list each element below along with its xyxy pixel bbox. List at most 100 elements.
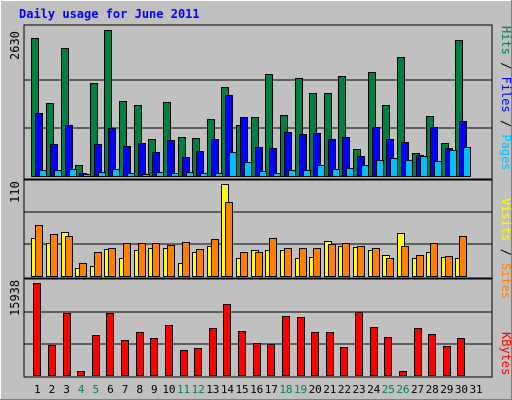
- x-tick-labels: 1 2 3 4 5 6 7 8 9 10 11 12 13 14 15 16 17 18 19 20 21 22 23 24 2…: [34, 383, 483, 396]
- legend-hits: Hits: [499, 26, 512, 55]
- bar-pages-day-5: [98, 172, 106, 177]
- x-tick-label-4: 4: [78, 383, 85, 396]
- bar-kbytes-day-6: [106, 313, 114, 376]
- bar-kbytes-day-29: [443, 346, 451, 376]
- bar-pages-day-25: [390, 158, 398, 177]
- bar-pages-day-24: [376, 160, 384, 177]
- bar-kbytes-day-28: [428, 334, 436, 376]
- ymax-label-kbytes: 15938: [8, 280, 22, 316]
- x-tick-label-12: 12: [192, 383, 205, 396]
- bar-sites-day-3: [65, 236, 73, 277]
- bar-sites-day-25: [386, 258, 394, 277]
- bar-pages-day-21: [332, 169, 340, 177]
- x-tick-label-6: 6: [107, 383, 114, 396]
- bar-sites-day-28: [430, 243, 438, 277]
- bars-layer: [31, 30, 471, 376]
- bar-sites-day-9: [152, 243, 160, 277]
- x-tick-label-17: 17: [265, 383, 278, 396]
- bar-pages-day-28: [434, 161, 442, 177]
- x-tick-label-22: 22: [338, 383, 351, 396]
- bar-pages-day-13: [215, 173, 223, 177]
- bar-pages-day-3: [69, 169, 77, 177]
- x-tick-label-15: 15: [235, 383, 248, 396]
- bar-files-day-7: [123, 146, 131, 177]
- bar-files-day-3: [65, 125, 73, 177]
- x-tick-label-2: 2: [49, 383, 56, 396]
- bar-kbytes-day-16: [253, 343, 261, 376]
- bar-files-day-8: [138, 143, 146, 177]
- bar-sites-day-11: [182, 242, 190, 277]
- bar-kbytes-day-3: [63, 313, 71, 376]
- bar-kbytes-day-5: [92, 335, 100, 376]
- bar-sites-day-10: [167, 245, 175, 277]
- bar-pages-day-4: [83, 174, 91, 177]
- bar-kbytes-day-25: [384, 337, 392, 376]
- legend-sep-3: /: [499, 241, 512, 263]
- x-tick-label-11: 11: [177, 383, 190, 396]
- legend-kbytes: KBytes: [499, 332, 512, 375]
- bar-kbytes-day-10: [165, 325, 173, 376]
- x-tick-label-7: 7: [122, 383, 129, 396]
- bar-pages-day-29: [449, 150, 457, 177]
- bar-kbytes-day-21: [326, 332, 334, 376]
- bar-pages-day-26: [405, 160, 413, 177]
- x-tick-label-20: 20: [309, 383, 322, 396]
- bar-sites-day-7: [123, 243, 131, 277]
- bar-pages-day-27: [420, 156, 428, 177]
- bar-files-day-12: [196, 151, 204, 177]
- bar-kbytes-day-23: [355, 312, 363, 376]
- x-tick-label-1: 1: [34, 383, 41, 396]
- chart-title: Daily usage for June 2011: [19, 7, 200, 21]
- x-tick-label-23: 23: [352, 383, 365, 396]
- ymax-label-visits: 110: [8, 181, 22, 203]
- legend-visits-sites: Visits / Sites: [499, 198, 512, 299]
- x-tick-label-26: 26: [396, 383, 409, 396]
- bar-kbytes-day-19: [297, 317, 305, 376]
- bar-sites-day-15: [240, 252, 248, 277]
- x-tick-label-30: 30: [455, 383, 468, 396]
- bar-sites-day-30: [459, 236, 467, 277]
- legend-sep-2: /: [499, 113, 512, 135]
- bar-files-day-13: [211, 139, 219, 177]
- bar-pages-day-16: [259, 171, 267, 177]
- bar-pages-day-30: [463, 147, 471, 177]
- bar-sites-day-26: [401, 246, 409, 277]
- bar-sites-day-27: [416, 255, 424, 277]
- bar-sites-day-29: [445, 256, 453, 277]
- bar-pages-day-12: [200, 173, 208, 177]
- bar-kbytes-day-30: [457, 338, 465, 376]
- bar-pages-day-1: [39, 170, 47, 177]
- x-tick-label-18: 18: [279, 383, 292, 396]
- bar-sites-day-22: [342, 243, 350, 277]
- bar-sites-day-14: [225, 202, 233, 277]
- bar-files-day-17: [269, 148, 277, 177]
- bar-sites-day-13: [211, 239, 219, 277]
- legend-visits: Visits: [499, 198, 512, 241]
- x-tick-label-13: 13: [206, 383, 219, 396]
- bar-sites-day-20: [313, 248, 321, 277]
- bar-kbytes-day-1: [33, 283, 41, 376]
- bar-pages-day-19: [303, 170, 311, 177]
- x-tick-label-24: 24: [367, 383, 381, 396]
- x-tick-label-19: 19: [294, 383, 307, 396]
- bar-sites-day-18: [284, 248, 292, 277]
- bar-pages-day-23: [361, 165, 369, 177]
- bar-sites-day-1: [35, 225, 43, 277]
- bar-kbytes-day-27: [414, 328, 422, 376]
- bar-sites-day-4: [79, 263, 87, 277]
- x-tick-label-3: 3: [63, 383, 70, 396]
- bar-kbytes-day-22: [340, 347, 348, 376]
- bar-sites-day-16: [255, 252, 263, 277]
- x-tick-label-27: 27: [411, 383, 424, 396]
- legend-files: Files: [499, 77, 512, 113]
- bar-kbytes-day-17: [267, 344, 275, 376]
- bar-kbytes-day-20: [311, 332, 319, 376]
- legend-pages: Pages: [499, 134, 512, 170]
- bar-pages-day-22: [346, 168, 354, 177]
- x-tick-label-16: 16: [250, 383, 263, 396]
- x-tick-label-31: 31: [469, 383, 482, 396]
- legend-sep-1: /: [499, 55, 512, 77]
- bar-kbytes-day-8: [136, 332, 144, 376]
- x-tick-label-8: 8: [136, 383, 143, 396]
- bar-kbytes-day-13: [209, 328, 217, 376]
